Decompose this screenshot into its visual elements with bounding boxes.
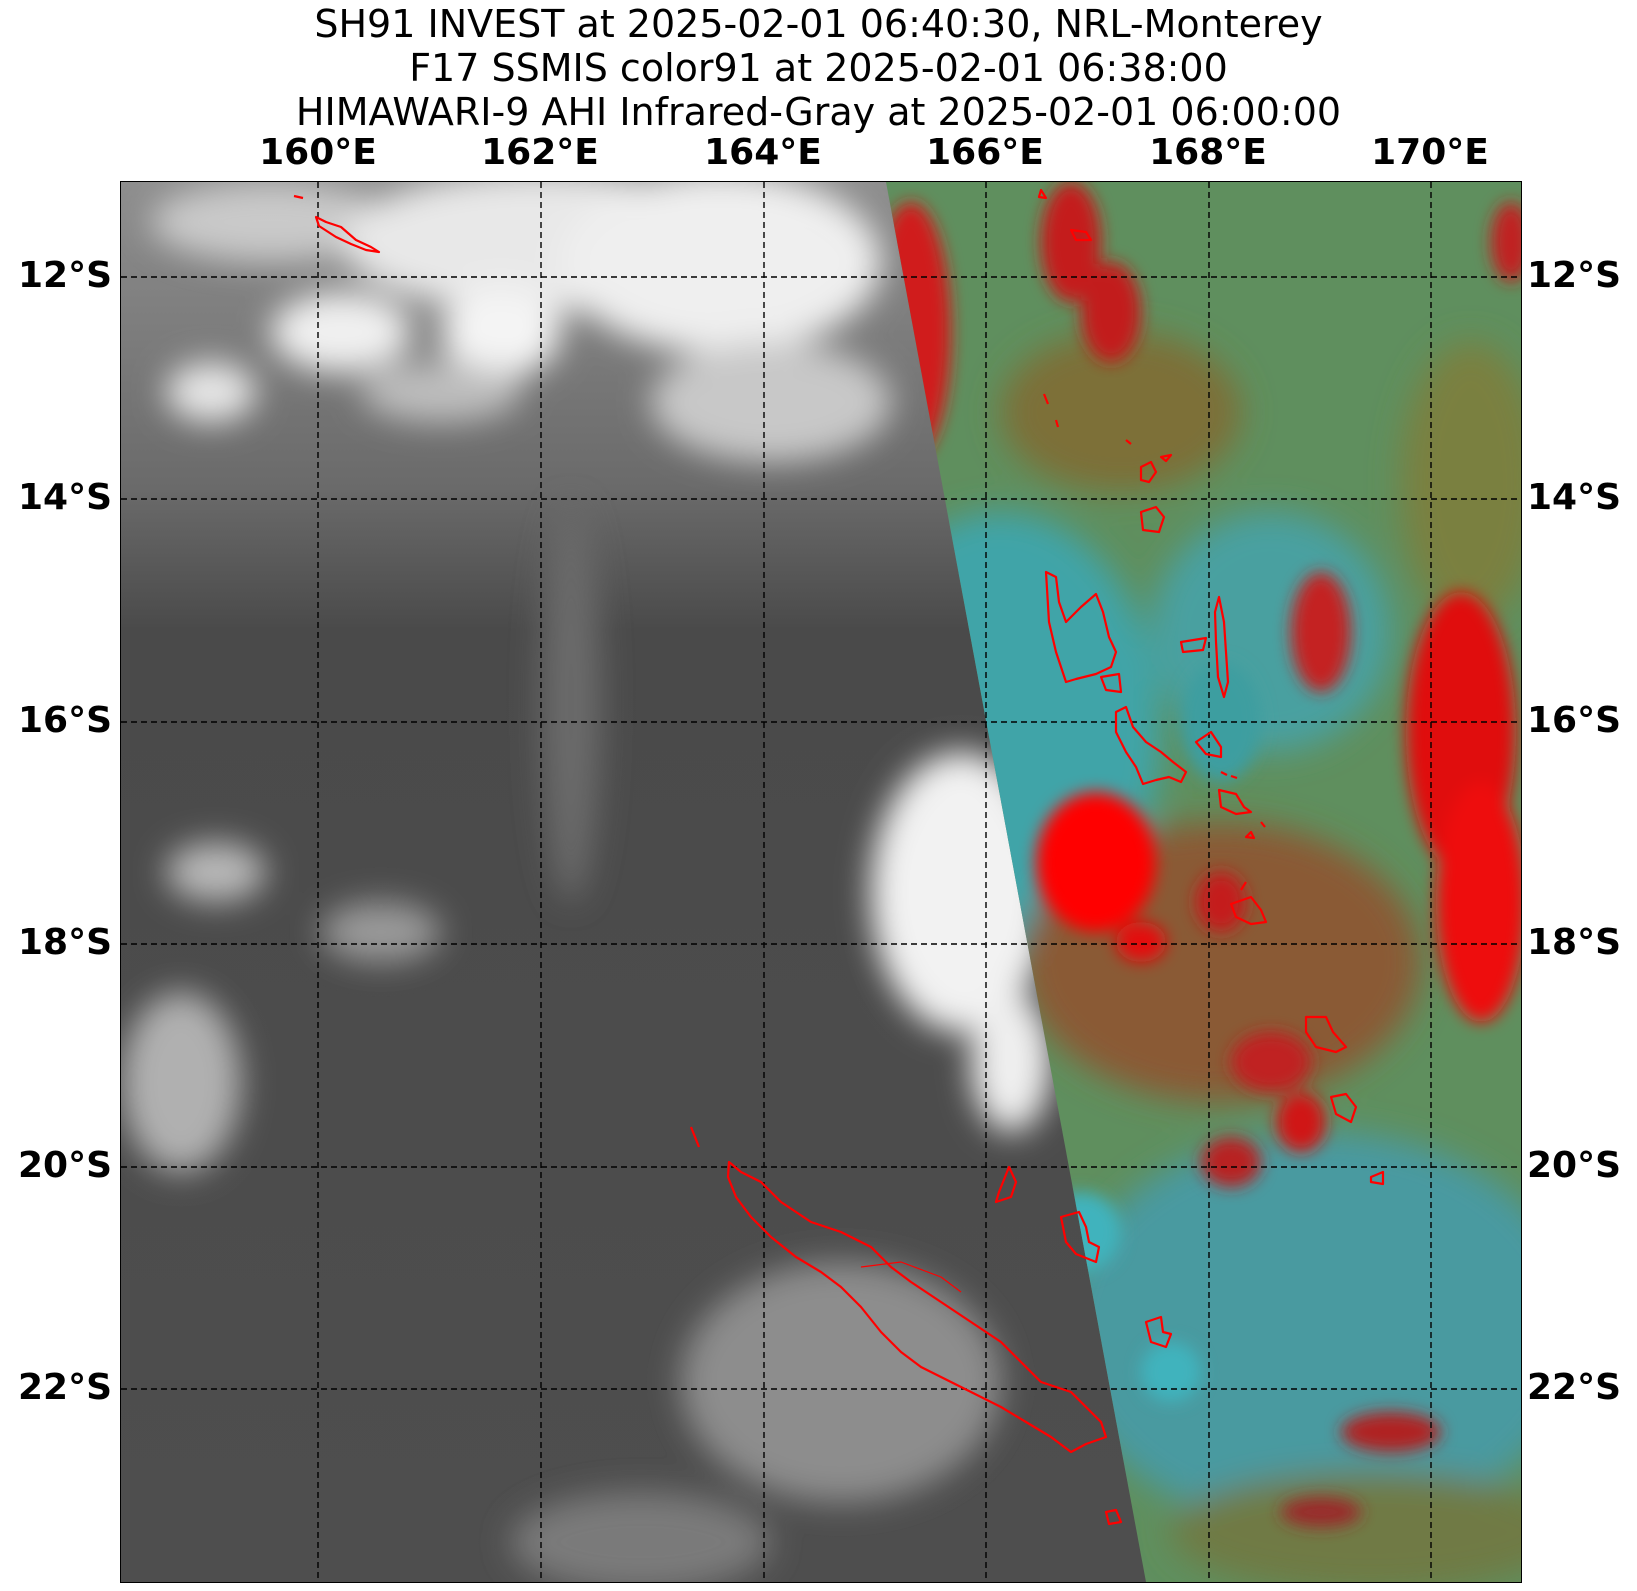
lat-label-16-right: 16°S [1527, 700, 1622, 741]
lon-label-166: 166°E [926, 132, 1044, 173]
lat-label-22-right: 22°S [1527, 1367, 1622, 1408]
lon-label-168: 168°E [1149, 132, 1267, 173]
map-title-line-2: F17 SSMIS color91 at 2025-02-01 06:38:00 [409, 46, 1228, 90]
lon-label-164: 164°E [704, 132, 822, 173]
coastlines [293, 188, 1385, 1526]
lat-label-22-left: 22°S [17, 1367, 112, 1408]
lat-label-12-right: 12°S [1527, 255, 1622, 296]
gridlines [121, 182, 1521, 1582]
coastline-new-caledonia [726, 1160, 1108, 1454]
lon-label-162: 162°E [481, 132, 599, 173]
lat-label-14-right: 14°S [1527, 477, 1622, 518]
lat-label-16-left: 16°S [17, 700, 112, 741]
lon-label-160: 160°E [259, 132, 377, 173]
lat-label-18-right: 18°S [1527, 922, 1622, 963]
satellite-map [120, 181, 1522, 1583]
lat-label-12-left: 12°S [17, 255, 112, 296]
coastline-espiritu-santo [1044, 570, 1118, 684]
coastline-santa-cruz [314, 215, 381, 254]
map-title-line-1: SH91 INVEST at 2025-02-01 06:40:30, NRL-… [314, 2, 1323, 46]
coastline-efate [1229, 895, 1268, 926]
coastline-malakula [1114, 705, 1188, 786]
lon-label-170: 170°E [1371, 132, 1489, 173]
lat-label-14-left: 14°S [17, 477, 112, 518]
lat-label-20-right: 20°S [1527, 1145, 1622, 1186]
coastline-loyalty-islands [994, 1165, 1018, 1204]
lat-label-18-left: 18°S [17, 922, 112, 963]
lat-label-20-left: 20°S [17, 1145, 112, 1186]
map-title-line-3: HIMAWARI-9 AHI Infrared-Gray at 2025-02-… [295, 90, 1342, 134]
